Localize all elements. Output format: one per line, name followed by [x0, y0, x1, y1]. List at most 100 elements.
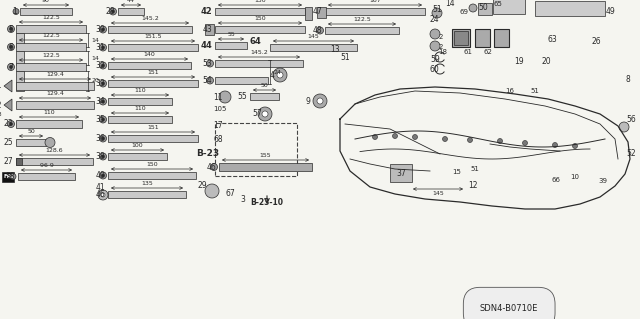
- Text: 110: 110: [134, 88, 146, 93]
- Text: 15: 15: [452, 169, 461, 175]
- Bar: [205, 24, 214, 35]
- Polygon shape: [4, 80, 12, 92]
- Text: 110: 110: [134, 106, 146, 111]
- Text: 55: 55: [237, 92, 247, 101]
- Text: B-23: B-23: [196, 149, 219, 158]
- Text: B-23-10: B-23-10: [250, 198, 284, 207]
- Text: 47: 47: [312, 7, 322, 16]
- Circle shape: [8, 43, 15, 50]
- Text: 14: 14: [445, 0, 454, 9]
- Text: 35: 35: [95, 115, 105, 124]
- Bar: [16, 82, 94, 90]
- Text: 69: 69: [460, 9, 469, 15]
- Circle shape: [101, 193, 105, 197]
- Bar: [108, 98, 172, 105]
- Text: 145.2: 145.2: [250, 50, 268, 55]
- Circle shape: [552, 143, 557, 147]
- Bar: [16, 43, 86, 51]
- Text: 55: 55: [227, 32, 235, 37]
- Bar: [16, 139, 46, 146]
- Text: 16: 16: [505, 88, 514, 94]
- Text: 31: 31: [95, 43, 105, 52]
- Text: 145: 145: [308, 34, 319, 39]
- Bar: [108, 62, 191, 69]
- Bar: [108, 153, 167, 160]
- Text: 63: 63: [548, 34, 557, 43]
- Circle shape: [317, 98, 323, 104]
- Text: 14: 14: [91, 56, 99, 61]
- Text: 51: 51: [530, 88, 539, 94]
- Text: 151: 151: [147, 125, 159, 130]
- Circle shape: [102, 100, 104, 103]
- Circle shape: [207, 60, 214, 67]
- Circle shape: [99, 26, 106, 33]
- Bar: [478, 3, 492, 15]
- Bar: [16, 51, 24, 65]
- Bar: [305, 7, 312, 20]
- Circle shape: [102, 155, 104, 158]
- Text: 129.4: 129.4: [46, 72, 64, 77]
- Circle shape: [10, 122, 13, 125]
- Circle shape: [99, 172, 106, 179]
- Circle shape: [8, 26, 15, 33]
- Polygon shape: [4, 99, 12, 111]
- Circle shape: [102, 118, 104, 121]
- Text: 19: 19: [514, 56, 524, 65]
- Text: 26: 26: [592, 36, 602, 46]
- Bar: [16, 120, 82, 128]
- Bar: [16, 63, 86, 71]
- Text: 66: 66: [552, 177, 561, 183]
- Circle shape: [10, 65, 13, 69]
- Circle shape: [8, 121, 15, 128]
- Bar: [215, 77, 268, 84]
- Circle shape: [317, 27, 323, 34]
- Circle shape: [262, 111, 268, 117]
- Text: 7: 7: [8, 63, 13, 71]
- Text: SDN4-B0710E: SDN4-B0710E: [480, 304, 538, 313]
- Bar: [215, 123, 297, 176]
- Bar: [317, 7, 326, 18]
- Circle shape: [102, 174, 104, 177]
- Text: 122.5: 122.5: [42, 53, 60, 58]
- Circle shape: [313, 94, 327, 108]
- Text: 51: 51: [470, 166, 479, 172]
- Bar: [493, 0, 525, 14]
- Text: 53: 53: [202, 59, 212, 68]
- Text: 1: 1: [12, 7, 17, 16]
- Circle shape: [10, 174, 16, 180]
- Text: 57: 57: [252, 109, 262, 118]
- Circle shape: [211, 164, 218, 170]
- Text: 151: 151: [147, 70, 159, 75]
- Text: 64: 64: [250, 38, 262, 47]
- Text: FR.: FR.: [3, 174, 13, 180]
- Text: 24: 24: [430, 14, 440, 24]
- Circle shape: [102, 82, 104, 85]
- Circle shape: [45, 137, 55, 147]
- Text: 51: 51: [340, 53, 349, 62]
- Bar: [108, 26, 192, 33]
- Text: 122.5: 122.5: [353, 17, 371, 22]
- Text: 90: 90: [42, 0, 50, 3]
- Text: 22: 22: [0, 100, 2, 109]
- Circle shape: [207, 77, 214, 84]
- Circle shape: [258, 107, 272, 121]
- Bar: [118, 8, 144, 15]
- Text: 3: 3: [240, 195, 245, 204]
- Text: 96 9: 96 9: [40, 163, 53, 168]
- Bar: [452, 29, 470, 47]
- Text: 167: 167: [369, 0, 381, 3]
- Circle shape: [109, 8, 116, 15]
- Text: 105: 105: [213, 106, 227, 112]
- Circle shape: [99, 62, 106, 69]
- Text: 54: 54: [202, 76, 212, 85]
- Text: 9: 9: [306, 97, 311, 106]
- Bar: [20, 8, 72, 15]
- Text: 150: 150: [254, 16, 266, 21]
- Text: 56: 56: [626, 115, 636, 123]
- Text: 14: 14: [91, 38, 99, 42]
- Text: 4: 4: [270, 70, 275, 79]
- Text: 48: 48: [312, 26, 322, 35]
- Bar: [215, 42, 247, 49]
- Bar: [16, 101, 94, 109]
- Text: 5: 5: [8, 25, 13, 33]
